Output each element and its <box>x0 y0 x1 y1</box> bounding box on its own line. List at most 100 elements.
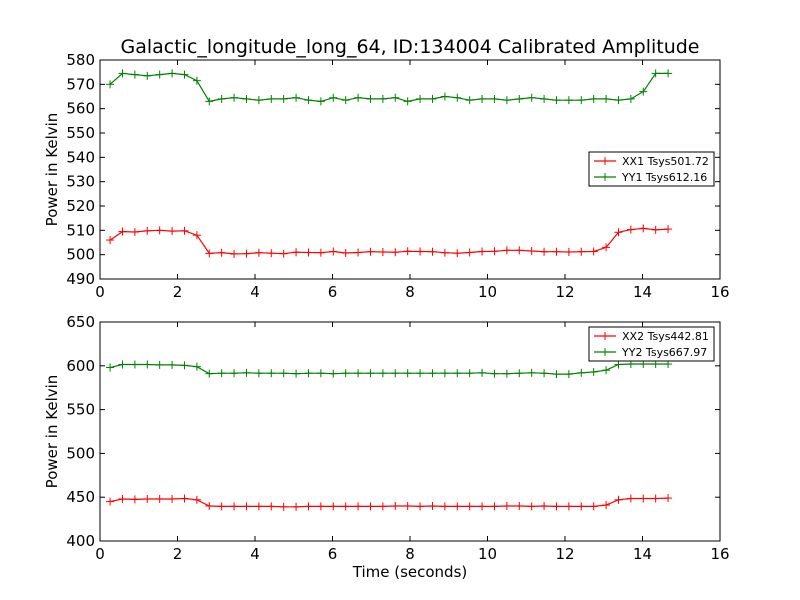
chart0-series-0-point <box>664 225 673 234</box>
chart0-series-0-point <box>316 248 325 257</box>
chart1-series-0-point <box>304 502 313 511</box>
chart0-series-0-point <box>403 247 412 256</box>
chart1-series-0-point <box>217 502 226 511</box>
chart1-legend-label: XX2 Tsys442.81 <box>622 330 709 343</box>
chart1-legend-box <box>588 326 715 362</box>
chart0-series-1-point <box>205 97 214 106</box>
chart1-legend-label: YY2 Tsys667.97 <box>621 346 707 359</box>
chart1-series-1-point <box>416 369 425 378</box>
chart0-series-1-point <box>440 92 449 101</box>
chart1-series-1-point <box>341 369 350 378</box>
chart0-x-tick-label: 10 <box>478 283 497 301</box>
chart0-series-1-point <box>515 94 524 103</box>
chart0-series-1-point <box>540 94 549 103</box>
chart0-series-1-point <box>639 87 648 96</box>
chart0-series-0-point <box>416 247 425 256</box>
chart1-series-0-point <box>626 494 635 503</box>
chart0-legend-box <box>588 151 715 187</box>
chart1-legend-entry: XX2 Tsys442.81 <box>594 330 709 343</box>
chart0-series-0-point <box>490 247 499 256</box>
chart1-series-1-point <box>552 370 561 379</box>
chart1-series-0-point <box>242 502 251 511</box>
chart1-series-0-point <box>416 502 425 511</box>
chart1-series-0-point <box>316 502 325 511</box>
chart0-series-1-line <box>109 72 669 103</box>
chart1-series-1-point <box>118 360 127 369</box>
chart1-x-axis-label: Time (seconds) <box>352 563 468 581</box>
chart1-series-1-point <box>378 369 387 378</box>
chart0-series-0-point <box>242 249 251 258</box>
chart0-series-1-point <box>527 93 536 102</box>
chart0-series-0-point <box>106 236 115 245</box>
chart1-series-0-point <box>428 501 437 510</box>
chart0-series-0-point <box>366 247 375 256</box>
chart0-series-1-point <box>416 94 425 103</box>
chart0-series-0-point <box>192 231 201 240</box>
chart1-series-0-point <box>502 501 511 510</box>
chart1-series-0-point <box>106 497 115 506</box>
chart1-series-1-point <box>230 369 239 378</box>
chart0-series-0-point <box>589 247 598 256</box>
chart0-series-1-point <box>329 93 338 102</box>
chart0-series-0-point <box>428 247 437 256</box>
chart1-series-1-point <box>242 368 251 377</box>
chart1-y-axis-label: Power in Kelvin <box>43 375 61 489</box>
chart0-y-tick-label: 550 <box>66 124 95 142</box>
chart1-series-1-line <box>109 363 669 375</box>
chart0-series-0-point <box>478 247 487 256</box>
chart0-series-1-point <box>267 94 276 103</box>
chart1-x-tick-label: 6 <box>328 545 338 563</box>
chart0-series-1-point <box>502 96 511 105</box>
chart0-series-0-point <box>527 247 536 256</box>
chart0-series-1-point <box>242 94 251 103</box>
chart1-series-0-point <box>651 494 660 503</box>
chart0-series-1-point <box>453 93 462 102</box>
chart1-series-1-point <box>143 360 152 369</box>
chart0-series-0-point <box>279 249 288 258</box>
chart1-series-0-point <box>440 502 449 511</box>
chart1-series-1-point <box>490 369 499 378</box>
chart0-series-1-point <box>292 93 301 102</box>
chart0-series-1-point <box>180 70 189 79</box>
chart1-series-1-point <box>292 369 301 378</box>
chart1-series-0-point <box>230 502 239 511</box>
chart1-series-0-point <box>143 494 152 503</box>
chart0-y-tick-label: 510 <box>66 221 95 239</box>
chart0-series-0-point <box>118 227 127 236</box>
chart0-x-tick-label: 12 <box>555 283 574 301</box>
chart0-series-1-point <box>651 69 660 78</box>
chart1-x-tick-label: 8 <box>405 545 415 563</box>
chart0-series-1-point <box>155 70 164 79</box>
chart1-series-0-point <box>465 502 474 511</box>
chart1-series-1-point <box>502 369 511 378</box>
chart1-series-1-point <box>180 361 189 370</box>
chart0-series-0-point <box>552 247 561 256</box>
chart1-series-1-point <box>478 368 487 377</box>
chart0-series-1-point <box>341 96 350 105</box>
chart1-series-0-line <box>109 497 669 508</box>
chart1-y-tick-label: 600 <box>66 357 95 375</box>
chart1-series-0-point <box>602 501 611 510</box>
chart0-series-1-point <box>391 93 400 102</box>
chart0-series-0-point <box>254 248 263 257</box>
chart1-series-1-point <box>577 368 586 377</box>
chart1-series-0-point <box>180 494 189 503</box>
chart1-series-0-point <box>639 494 648 503</box>
chart1-series-0-point <box>540 501 549 510</box>
chart0-series-1-point <box>602 94 611 103</box>
chart1-series-1-point <box>589 367 598 376</box>
chart1-x-tick-label: 12 <box>555 545 574 563</box>
chart0-series-0-point <box>577 247 586 256</box>
chart0-series-1-point <box>304 96 313 105</box>
chart1-series-0-point <box>329 502 338 511</box>
chart1-series-1-point <box>564 370 573 379</box>
chart0-series-1-point <box>106 80 115 89</box>
chart1-series-0-point <box>267 502 276 511</box>
chart1-series-1-point <box>329 369 338 378</box>
chart0-series-1-point <box>465 96 474 105</box>
chart1-series-1-point <box>267 369 276 378</box>
chart0-series-1-point <box>279 94 288 103</box>
chart1-series-0-point <box>366 502 375 511</box>
chart1-series-1-point <box>527 368 536 377</box>
chart0-series-1-point <box>143 71 152 80</box>
